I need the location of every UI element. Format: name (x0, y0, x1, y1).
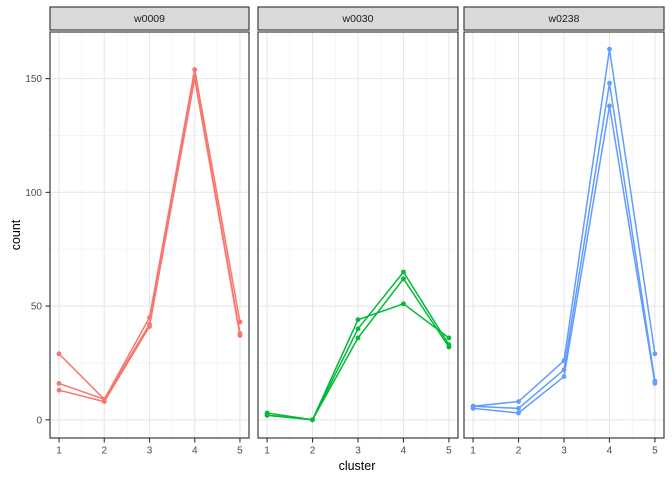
facet-strip-label: w0009 (133, 13, 165, 25)
facet-w0238: w0238 1 2 3 4 5 (463, 6, 665, 457)
data-point (516, 406, 521, 411)
data-point (355, 335, 361, 341)
x-tick-label: 3 (355, 446, 361, 457)
facet-strip-label: w0238 (548, 13, 580, 25)
data-point (607, 46, 612, 52)
data-point (147, 315, 152, 320)
x-tick-label: 4 (401, 446, 407, 457)
data-point (561, 374, 567, 379)
data-point (56, 351, 62, 357)
y-tick-label: 0 (36, 415, 42, 426)
data-point (561, 358, 567, 364)
facet-strip (257, 6, 459, 31)
y-tick-label: 50 (31, 302, 43, 313)
x-tick-label: 5 (652, 446, 658, 457)
x-tick-label: 2 (310, 446, 316, 457)
data-point (310, 417, 315, 423)
x-tick-label: 4 (192, 446, 198, 457)
x-tick-label: 2 (516, 446, 522, 457)
data-point (56, 381, 62, 386)
y-axis-title: count (9, 219, 23, 251)
data-point (470, 406, 476, 411)
data-point (561, 367, 567, 373)
data-point (607, 103, 612, 109)
facet-w0030: w0030 1 2 3 4 5 (257, 6, 459, 457)
y-tick-label: 100 (25, 188, 42, 199)
data-point (355, 326, 361, 332)
data-point (192, 67, 198, 72)
data-point (652, 381, 658, 386)
x-tick-label: 5 (237, 446, 243, 457)
data-point (446, 344, 452, 350)
data-point (516, 399, 521, 404)
data-point (192, 76, 198, 81)
facet-strip (49, 6, 250, 31)
data-point (516, 410, 521, 416)
x-tick-label: 4 (607, 446, 613, 457)
x-tick-label: 1 (56, 446, 62, 457)
data-point (237, 333, 243, 338)
data-point (401, 276, 406, 282)
data-point (652, 351, 658, 357)
facet-w0009: w0009 1 2 3 4 5 (49, 6, 250, 457)
x-tick-label: 1 (264, 446, 270, 457)
facet-strip (463, 6, 665, 31)
data-point (401, 269, 406, 275)
facet-strip-label: w0030 (342, 13, 374, 25)
x-tick-label: 3 (561, 446, 567, 457)
x-axis-title: cluster (338, 459, 376, 473)
data-point (264, 412, 270, 418)
data-point (237, 319, 243, 325)
data-point (355, 317, 361, 323)
data-point (147, 324, 152, 329)
x-tick-label: 1 (470, 446, 476, 457)
x-tick-label: 3 (147, 446, 153, 457)
data-point (446, 335, 452, 341)
data-point (56, 387, 62, 393)
x-tick-label: 5 (446, 446, 452, 457)
data-point (607, 80, 612, 86)
x-tick-label: 2 (101, 446, 107, 457)
y-tick-label: 150 (25, 74, 42, 85)
data-point (401, 301, 406, 307)
data-point (101, 399, 107, 404)
